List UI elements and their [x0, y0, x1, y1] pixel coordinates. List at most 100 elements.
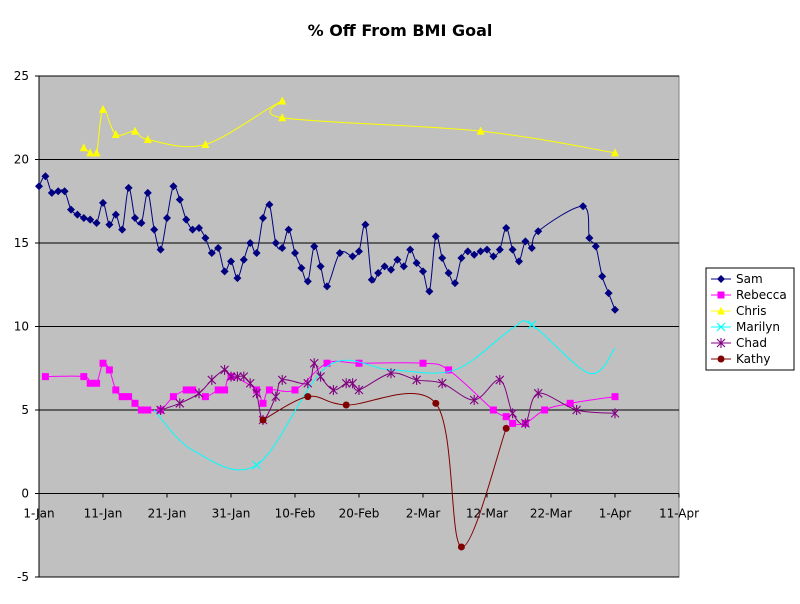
data-point-sam	[246, 239, 255, 247]
data-point-sam	[252, 249, 261, 258]
data-point-sam	[150, 225, 159, 234]
data-point-sam	[431, 232, 440, 241]
data-point-sam	[207, 249, 216, 258]
data-point-rebecca	[105, 366, 113, 374]
data-point-rebecca	[611, 393, 619, 401]
data-point-sam	[604, 289, 613, 298]
data-point-rebecca	[201, 393, 209, 401]
data-point-sam	[444, 269, 453, 278]
data-point-sam	[502, 223, 511, 232]
legend-label: Kathy	[736, 352, 770, 366]
data-point-kathy	[342, 401, 350, 409]
data-point-chad	[252, 388, 261, 399]
data-point-rebecca	[99, 359, 107, 367]
plot-area: -5 0 5 10 15 20 25 1-Jan 11-Jan 21-Jan 31-Jan 10-Fe…	[14, 69, 699, 584]
data-point-sam	[534, 227, 543, 236]
data-point-sam	[131, 213, 139, 222]
data-point-chris	[92, 148, 101, 157]
data-point-sam	[214, 244, 223, 253]
data-point-sam	[579, 202, 587, 211]
data-point-sam	[483, 245, 491, 254]
legend-label: Rebecca	[736, 288, 787, 302]
data-point-rebecca	[291, 386, 299, 394]
legend-marker	[717, 275, 725, 283]
legend-entry-chad: Chad	[711, 336, 767, 350]
legend-marker	[716, 338, 726, 348]
data-point-sam	[195, 223, 203, 232]
data-point-sam	[233, 274, 242, 283]
data-point-sam	[419, 267, 427, 276]
data-point-chris	[131, 126, 139, 135]
data-point-sam	[451, 279, 459, 288]
data-point-sam	[310, 242, 319, 251]
data-point-chris	[476, 126, 485, 135]
series-line-marilyn	[153, 320, 616, 471]
data-point-chris	[99, 104, 107, 113]
data-point-sam	[86, 215, 95, 224]
data-point-rebecca	[214, 386, 222, 394]
data-point-sam	[387, 265, 395, 274]
y-tick-label: 25	[14, 69, 29, 83]
data-point-rebecca	[131, 399, 139, 407]
data-point-sam	[92, 218, 101, 227]
legend-label: Sam	[736, 272, 763, 286]
data-point-rebecca	[259, 399, 267, 407]
data-point-sam	[374, 269, 383, 278]
chart-title: % Off From BMI Goal	[308, 21, 493, 40]
x-tick-label: 12-Mar	[466, 507, 508, 521]
legend-label: Chris	[736, 304, 767, 318]
data-point-rebecca	[489, 406, 497, 414]
x-tick-label: 1-Jan	[23, 507, 54, 521]
data-point-sam	[457, 254, 466, 263]
legend-marker	[717, 355, 725, 363]
data-point-rebecca	[189, 386, 197, 394]
data-point-sam	[489, 252, 498, 261]
data-point-sam	[175, 195, 184, 204]
data-point-sam	[297, 264, 306, 273]
data-point-rebecca	[502, 413, 510, 421]
y-tick-label: 15	[14, 236, 29, 250]
legend-marker	[717, 291, 725, 299]
data-point-sam	[220, 267, 229, 276]
data-point-chad	[156, 405, 165, 415]
data-point-sam	[169, 182, 178, 191]
data-point-sam	[598, 272, 607, 281]
data-point-sam	[611, 305, 619, 314]
data-point-rebecca	[323, 359, 331, 367]
data-point-rebecca	[445, 366, 453, 374]
data-point-chad	[226, 371, 236, 382]
data-point-chad	[277, 374, 287, 385]
data-point-sam	[316, 262, 325, 271]
data-point-kathy	[259, 416, 267, 424]
data-point-sam	[323, 282, 331, 291]
data-point-rebecca	[80, 373, 88, 381]
data-point-sam	[412, 259, 421, 268]
legend-box	[705, 267, 795, 371]
data-point-rebecca	[112, 386, 120, 394]
data-point-rebecca	[118, 393, 126, 401]
data-point-sam	[508, 245, 517, 254]
data-point-chad	[354, 384, 364, 395]
data-point-sam	[163, 213, 171, 222]
data-point-sam	[265, 200, 274, 209]
data-point-sam	[118, 225, 127, 234]
data-point-rebecca	[144, 406, 152, 414]
data-point-sam	[239, 255, 248, 264]
data-point-sam	[99, 198, 107, 207]
data-point-chad	[572, 405, 581, 415]
data-point-chad	[316, 371, 325, 382]
y-tick-label: -5	[17, 570, 29, 584]
x-tick-label: 21-Jan	[148, 507, 187, 521]
data-point-kathy	[457, 543, 465, 551]
data-point-chad	[386, 368, 396, 379]
data-point-sam	[476, 247, 485, 256]
data-point-chad	[341, 378, 351, 389]
x-tick-label: 31-Jan	[212, 507, 251, 521]
data-point-rebecca	[137, 406, 145, 414]
data-point-sam	[438, 254, 447, 263]
data-point-chad	[412, 374, 421, 385]
data-point-chris	[111, 129, 120, 138]
data-point-sam	[470, 250, 479, 259]
data-point-sam	[47, 188, 56, 197]
data-point-sam	[54, 187, 63, 196]
